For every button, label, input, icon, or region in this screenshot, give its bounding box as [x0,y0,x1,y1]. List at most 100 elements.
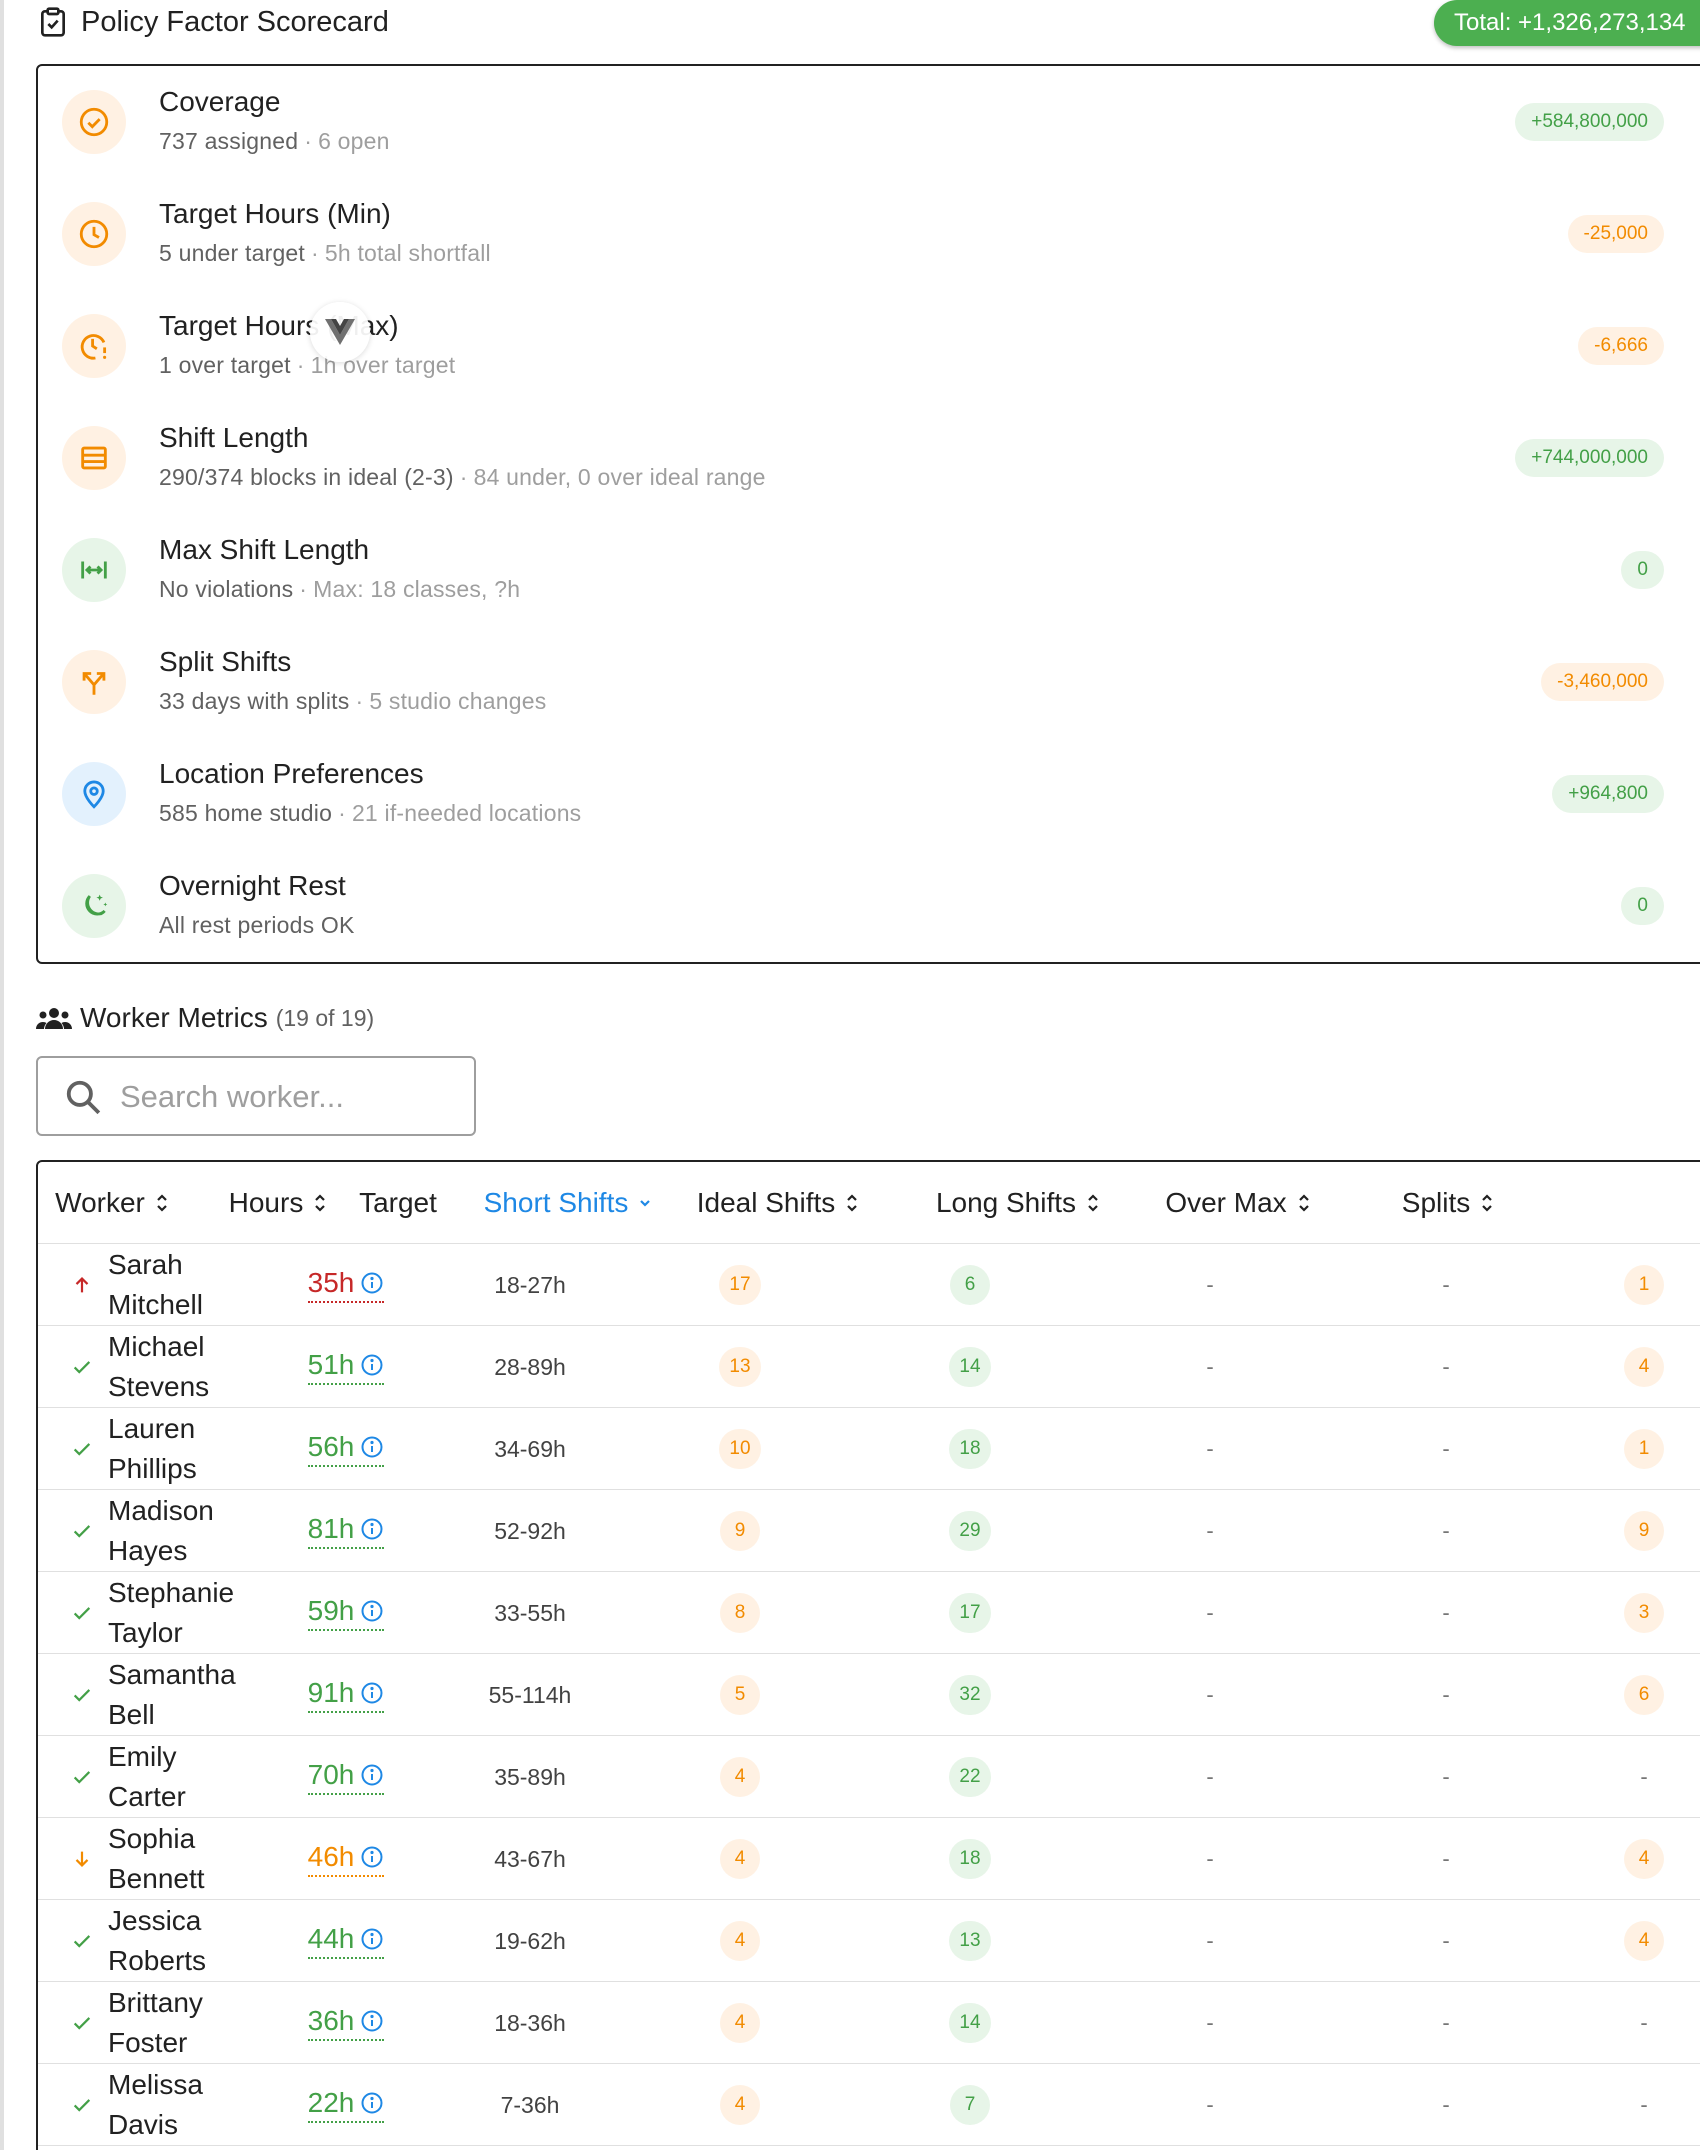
hours-value-group[interactable]: 59h [307,1595,385,1631]
over-max-value: - [1442,1764,1450,1789]
factor-score-badge: -25,000 [1567,215,1664,253]
factor-detail: 737 assigned · 6 open [159,128,390,155]
table-row[interactable]: Jessica Roberts 44h 19-62h 4 13 - - 4 [38,1900,1700,1982]
info-icon[interactable] [354,1517,384,1541]
sort-icon[interactable] [145,1191,169,1215]
hours-cell[interactable]: 51h [276,1326,416,1408]
short-shifts-badge: 4 [720,1839,760,1879]
over-max-value: - [1442,1682,1450,1707]
info-icon[interactable] [354,2091,384,2115]
ideal-shifts-cell: 17 [900,1572,1040,1654]
hours-cell[interactable]: 81h [276,1490,416,1572]
hours-cell[interactable]: 35h [276,1244,416,1326]
worker-name: Sarah Mitchell [108,1249,203,1320]
hours-value-group[interactable]: 36h [307,2005,385,2041]
table-header: Worker Hours Target Short Shifts Ideal Shift… [38,1162,1700,1244]
short-shifts-cell: 9 [670,1490,810,1572]
splits-cell: 1 [1594,1408,1694,1490]
column-header-worker[interactable]: Worker [52,1162,172,1244]
column-header-target[interactable]: Target [338,1162,458,1244]
worker-name-cell: Lauren Phillips [108,1408,268,1490]
splits-cell: - [1594,1736,1694,1818]
table-row[interactable]: Lauren Phillips 56h 34-69h 10 18 - - 1 [38,1408,1700,1490]
column-header-ideal-shifts[interactable]: Ideal Shifts [658,1162,898,1244]
long-shifts-value: - [1206,1846,1214,1871]
long-shifts-value: - [1206,2092,1214,2117]
sort-icon[interactable] [303,1191,327,1215]
table-row[interactable]: Madison Hayes 81h 52-92h 9 29 - - 9 [38,1490,1700,1572]
hours-value-group[interactable]: 22h [307,2087,385,2123]
sort-icon[interactable] [1287,1191,1311,1215]
factor-name: Location Preferences [159,758,424,789]
table-row[interactable]: Samantha Bell 91h 55-114h 5 32 - - 6 [38,1654,1700,1736]
table-row[interactable]: Sarah Mitchell 35h 18-27h 17 6 - - 1 [38,1244,1700,1326]
factor-list: Coverage 737 assigned · 6 open +584,800,000 T… [36,64,1700,964]
info-icon[interactable] [354,1435,384,1459]
factor-detail-primary: 33 days with splits [159,688,350,714]
hours-value-group[interactable]: 81h [307,1513,385,1549]
hours-value-group[interactable]: 70h [307,1759,385,1795]
hours-value-group[interactable]: 44h [307,1923,385,1959]
sort-desc-icon[interactable] [628,1191,652,1215]
info-icon[interactable] [354,1763,384,1787]
table-row[interactable]: Brittany Foster 36h 18-36h 4 14 - - - [38,1982,1700,2064]
search-input[interactable] [120,1072,460,1122]
horizontal-arrows-icon [62,538,126,602]
hours-value-group[interactable]: 56h [307,1431,385,1467]
short-shifts-cell: 17 [670,1244,810,1326]
hours-cell[interactable]: 44h [276,1900,416,1982]
hours-cell[interactable]: 46h [276,1818,416,1900]
info-icon[interactable] [354,1353,384,1377]
splits-cell: 4 [1594,1818,1694,1900]
hours-value-group[interactable]: 46h [307,1841,385,1877]
ideal-shifts-badge: 17 [949,1593,991,1633]
splits-badge: 4 [1624,1921,1664,1961]
hours-value: 46h [307,1841,355,1872]
hours-cell[interactable]: 91h [276,1654,416,1736]
column-header-over-max[interactable]: Over Max [1138,1162,1338,1244]
hours-cell[interactable]: 59h [276,1572,416,1654]
column-header-long-shifts[interactable]: Long Shifts [898,1162,1138,1244]
table-row[interactable]: Michael Stevens 51h 28-89h 13 14 - - 4 [38,1326,1700,1408]
table-row[interactable]: Stephanie Taylor 59h 33-55h 8 17 - - 3 [38,1572,1700,1654]
vue-devtools-button[interactable] [310,302,370,362]
hours-value-group[interactable]: 35h [307,1267,385,1303]
info-icon[interactable] [354,1681,384,1705]
factor-detail: 5 under target · 5h total shortfall [159,240,491,267]
splits-cell: - [1594,1982,1694,2064]
factor-score-badge: +964,800 [1552,775,1664,813]
total-score-badge: Total: +1,326,273,134 [1434,0,1700,46]
hours-value: 81h [307,1513,355,1544]
hours-value: 22h [307,2087,355,2118]
column-header-hours[interactable]: Hours [218,1162,338,1244]
info-icon[interactable] [354,1845,384,1869]
hours-cell[interactable]: 56h [276,1408,416,1490]
hours-value-group[interactable]: 91h [307,1677,385,1713]
factor-name: Shift Length [159,422,309,453]
info-icon[interactable] [354,1599,384,1623]
sort-icon[interactable] [1470,1191,1494,1215]
splits-badge: 6 [1624,1675,1664,1715]
info-icon[interactable] [354,1927,384,1951]
sort-icon[interactable] [835,1191,859,1215]
search-field[interactable] [36,1056,476,1136]
sort-icon[interactable] [1076,1191,1100,1215]
target-value: 52-92h [494,1518,566,1544]
hours-cell[interactable]: 36h [276,1982,416,2064]
info-icon[interactable] [354,2009,384,2033]
info-icon[interactable] [354,1271,384,1295]
column-header-splits[interactable]: Splits [1328,1162,1568,1244]
hours-cell[interactable]: 22h [276,2064,416,2146]
hours-value-group[interactable]: 51h [307,1349,385,1385]
column-header-short-shifts[interactable]: Short Shifts [438,1162,698,1244]
check-icon [62,1572,102,1654]
table-row[interactable]: Sophia Bennett 46h 43-67h 4 18 - - 4 [38,1818,1700,1900]
over-max-value: - [1442,1436,1450,1461]
table-row[interactable]: Emily Carter 70h 35-89h 4 22 - - - [38,1736,1700,1818]
target-value: 33-55h [494,1600,566,1626]
short-shifts-cell: 4 [670,1900,810,1982]
worker-name-cell: Sarah Mitchell [108,1244,268,1326]
table-row[interactable]: Melissa Davis 22h 7-36h 4 7 - - - [38,2064,1700,2146]
separator-dot: · [296,352,305,378]
hours-cell[interactable]: 70h [276,1736,416,1818]
